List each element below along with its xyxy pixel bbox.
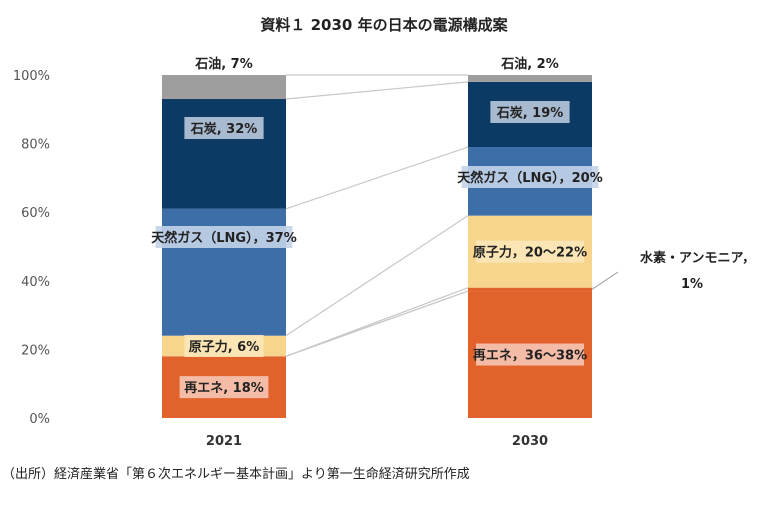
segment-labels: 再エネ, 18% 原子力, 6% 天然ガス（LNG），37% 石炭, 32% 石油, 7… bbox=[151, 52, 603, 399]
segment-label-bg bbox=[179, 376, 269, 399]
y-tick-label: 80% bbox=[21, 138, 50, 153]
bar-segment bbox=[162, 99, 286, 209]
segment-label-bg bbox=[184, 334, 264, 357]
segment-label: 天然ガス（LNG），37% bbox=[151, 230, 296, 246]
y-tick-label: 60% bbox=[21, 206, 50, 221]
source-note: （出所）経済産業省「第６次エネルギー基本計画」より第一生命経済研究所作成 bbox=[2, 467, 470, 482]
segment-label: 再エネ，36〜38% bbox=[473, 349, 587, 364]
bar-segment bbox=[468, 287, 592, 292]
segment-label-bg bbox=[476, 343, 584, 366]
segment-label-bg bbox=[155, 226, 293, 248]
segment-label-bg bbox=[184, 117, 264, 139]
chart-title: 資料１ 2030 年の日本の電源構成案 bbox=[260, 16, 508, 34]
segment-label: 石油, 2% bbox=[500, 56, 559, 72]
callout-label: 水素・アンモニア， bbox=[640, 250, 755, 266]
y-tick-label: 100% bbox=[13, 69, 50, 84]
y-tick-label: 0% bbox=[29, 412, 50, 427]
x-tick-label: 2021 bbox=[206, 434, 242, 449]
callout: 水素・アンモニア， 1% bbox=[591, 250, 755, 292]
connector-line bbox=[285, 215, 469, 337]
segment-label: 天然ガス（LNG），20% bbox=[457, 170, 602, 186]
y-axis: 0% 20% 40% 60% 80% 100% bbox=[13, 69, 50, 427]
connector-line bbox=[285, 146, 469, 210]
y-tick-label: 20% bbox=[21, 343, 50, 358]
chart: 資料１ 2030 年の日本の電源構成案 0% 20% 40% 60% 80% 100% 再… bbox=[13, 16, 755, 449]
connector-line bbox=[285, 290, 469, 357]
segment-label-bg bbox=[495, 52, 565, 74]
bar-segment bbox=[468, 75, 592, 82]
segment-label-bg bbox=[461, 166, 599, 188]
segment-label: 石炭, 32% bbox=[190, 121, 258, 137]
connector-lines bbox=[285, 74, 469, 357]
callout-value: 1% bbox=[681, 277, 703, 292]
segment-label: 原子力，20〜22% bbox=[473, 245, 587, 261]
connector-line bbox=[285, 81, 469, 100]
segment-label-bg bbox=[490, 101, 570, 123]
bar-segment bbox=[162, 75, 286, 100]
segment-label: 原子力, 6% bbox=[189, 339, 260, 355]
segment-label-bg bbox=[189, 52, 259, 74]
x-tick-label: 2030 bbox=[512, 434, 548, 449]
x-axis: 2021 2030 bbox=[206, 434, 548, 449]
callout-line bbox=[591, 271, 619, 290]
segment-label: 石炭, 19% bbox=[496, 105, 564, 121]
segment-label: 再エネ, 18% bbox=[184, 381, 264, 396]
segment-label: 石油, 7% bbox=[194, 56, 253, 72]
y-tick-label: 40% bbox=[21, 275, 50, 290]
segment-label-bg bbox=[476, 240, 584, 263]
